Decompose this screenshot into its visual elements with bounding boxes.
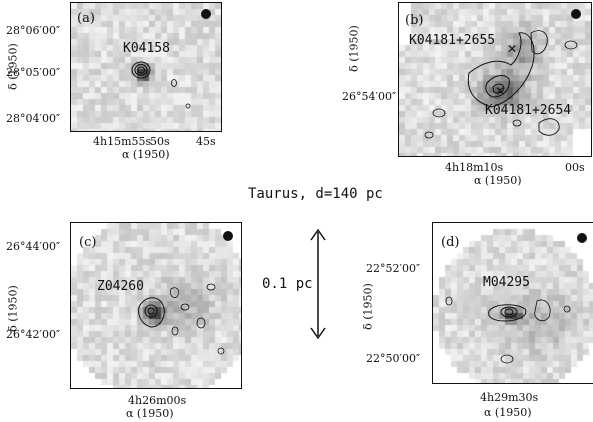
panel-a-contour-1: [131, 61, 151, 79]
panel-a-contour-2: [134, 64, 148, 76]
panel-d-xtick-1: 4h29m30s: [480, 391, 539, 404]
panel-c-contour-7: [206, 283, 216, 291]
panel-b-beam: [571, 9, 581, 19]
panel-a-beam: [201, 9, 211, 19]
panel-c-contour-3: [147, 307, 155, 315]
panel-a-xtick-1: 4h15m55s: [93, 135, 152, 148]
panel-b-xtick-2: 00s: [565, 161, 585, 174]
panel-a-label: (a): [77, 11, 95, 26]
panel-d-x-axis-label: α (1950): [484, 406, 532, 419]
panel-c-contours: [138, 283, 225, 355]
panel-b-contour-4: [530, 30, 548, 55]
panel-b-source-label-2: K04181+2654: [485, 103, 572, 118]
panel-d-contour-7: [563, 305, 571, 313]
panel-a-xtick-3: 45s: [196, 135, 216, 148]
panel-a-contour-3: [137, 66, 145, 74]
panel-b-contours: ✕ ✕: [424, 30, 578, 139]
panel-d-contour-5: [500, 354, 514, 364]
panel-c-ytick-1: 26°44′00″: [6, 240, 61, 253]
panel-a-x-axis-label: α (1950): [122, 148, 170, 161]
panel-d-map: [433, 223, 593, 383]
panel-a-ytick-2: 28°05′00″: [6, 66, 61, 79]
panel-d-contour-6: [445, 296, 453, 306]
panel-c: (c) Z04260: [70, 222, 242, 389]
panel-d: (d) M04295: [432, 222, 593, 384]
panel-c-xtick-1: 4h26m00s: [128, 394, 187, 407]
panel-b-source-marker-2: ✕: [495, 84, 505, 98]
panel-d-source-label: M04295: [483, 275, 530, 290]
panel-c-contour-9: [217, 347, 225, 355]
panel-d-contours: [445, 296, 571, 364]
panel-b-contour-5: [538, 118, 560, 136]
panel-a-y-axis-label: δ (1950): [6, 43, 20, 90]
panel-d-ytick-2: 22°50′00″: [366, 352, 421, 365]
panel-b: ✕ ✕ (b) K04181+2655 K04181+2654: [398, 2, 592, 157]
panel-b-xtick-1: 4h18m10s: [445, 161, 504, 174]
panel-c-contour-5: [180, 303, 190, 311]
panel-c-contour-2: [144, 304, 158, 318]
panel-d-y-axis-label: δ (1950): [361, 283, 375, 330]
panel-c-contour-4: [170, 287, 179, 298]
panel-c-beam: [223, 231, 233, 241]
panel-a: (a) K04158: [70, 2, 222, 132]
panel-c-ytick-2: 26°42′00″: [6, 328, 61, 341]
panel-c-contour-8: [196, 317, 206, 329]
panel-b-source-marker-1: ✕: [507, 42, 517, 56]
panel-c-map: [71, 223, 241, 388]
panel-d-label: (d): [441, 235, 460, 250]
scale-bar-label: 0.1 pc: [262, 276, 313, 292]
scale-bar-arrow: [310, 228, 326, 340]
panel-b-contour-9: [512, 119, 522, 127]
panel-c-y-axis-label: δ (1950): [6, 285, 20, 332]
panel-d-ytick-1: 22°52′00″: [366, 262, 421, 275]
panel-a-contour-5: [185, 103, 191, 109]
panel-b-label: (b): [405, 13, 424, 28]
panel-b-contour-6: [432, 108, 446, 118]
panel-b-x-axis-label: α (1950): [474, 174, 522, 187]
panel-c-contour-1: [138, 297, 165, 328]
panel-a-ytick-1: 28°06′00″: [6, 24, 61, 37]
panel-b-contour-8: [564, 40, 578, 50]
figure-center-title: Taurus, d=140 pc: [248, 186, 383, 202]
panel-c-label: (c): [79, 235, 97, 250]
panel-b-source-label-1: K04181+2655: [409, 33, 496, 48]
panel-c-source-label: Z04260: [97, 279, 144, 294]
panel-b-ytick-1: 26°54′00″: [342, 90, 397, 103]
panel-b-contour-7: [424, 131, 434, 139]
panel-a-contours: [131, 61, 191, 109]
panel-b-contour-3: [492, 83, 505, 94]
panel-a-source-label: K04158: [123, 41, 170, 56]
panel-b-contour-2: [485, 75, 510, 98]
panel-a-ytick-3: 28°04′00″: [6, 112, 61, 125]
panel-d-contour-2: [500, 306, 518, 318]
panel-a-contour-4: [171, 79, 177, 87]
panel-a-xtick-2: 50s: [150, 135, 170, 148]
panel-b-contour-1: [467, 32, 535, 108]
panel-c-x-axis-label: α (1950): [126, 407, 174, 420]
panel-b-y-axis-label: δ (1950): [347, 25, 361, 72]
panel-d-contour-3: [504, 308, 514, 316]
panel-d-contour-4: [534, 299, 551, 322]
panel-c-contour-6: [171, 326, 179, 336]
panel-b-map: [399, 3, 591, 156]
panel-d-beam: [577, 233, 587, 243]
panel-d-contour-1: [488, 304, 527, 322]
